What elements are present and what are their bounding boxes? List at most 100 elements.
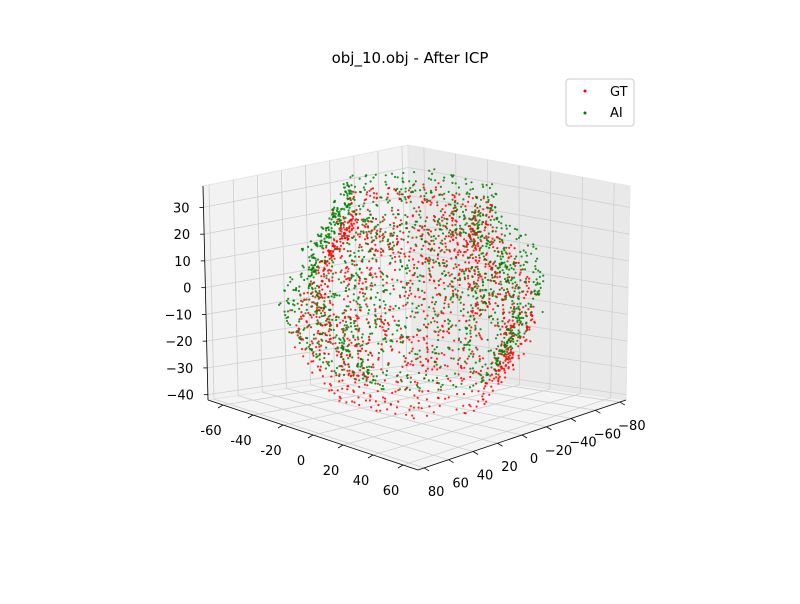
data-point-ai xyxy=(510,267,513,270)
data-point-gt xyxy=(398,255,401,258)
data-point-ai xyxy=(283,310,286,313)
data-point-ai xyxy=(529,305,532,308)
data-point-gt xyxy=(449,311,452,314)
data-point-ai xyxy=(363,255,366,259)
data-point-gt xyxy=(323,275,326,278)
data-point-gt xyxy=(366,266,369,269)
data-point-ai xyxy=(483,257,487,261)
data-point-ai xyxy=(526,244,530,247)
data-point-ai xyxy=(346,206,349,209)
data-point-ai xyxy=(459,340,462,344)
data-point-ai xyxy=(432,218,435,221)
data-point-gt xyxy=(486,367,489,370)
data-point-gt xyxy=(448,274,451,277)
data-point-ai xyxy=(450,212,453,215)
data-point-ai xyxy=(362,205,365,208)
data-point-gt xyxy=(376,390,379,393)
data-point-ai xyxy=(428,260,431,263)
grid-line-y-wall xyxy=(256,175,263,393)
data-point-gt xyxy=(426,348,429,351)
data-point-gt xyxy=(327,272,330,275)
data-point-ai xyxy=(481,308,484,311)
data-point-gt xyxy=(371,354,374,357)
data-point-gt xyxy=(326,269,330,272)
data-point-ai xyxy=(352,299,355,302)
data-point-ai xyxy=(525,322,528,325)
data-point-gt xyxy=(486,304,489,308)
data-point-ai xyxy=(362,220,365,223)
data-point-gt xyxy=(380,315,383,318)
data-point-gt xyxy=(438,246,441,249)
data-point-ai xyxy=(507,339,510,342)
data-point-ai xyxy=(431,296,434,299)
data-point-ai xyxy=(366,219,369,222)
data-point-ai xyxy=(381,237,385,240)
data-point-gt xyxy=(399,327,402,330)
data-point-ai xyxy=(330,360,333,363)
data-point-ai xyxy=(342,217,345,220)
data-point-ai xyxy=(469,367,472,370)
data-point-ai xyxy=(471,355,475,358)
data-point-gt xyxy=(469,240,472,243)
data-point-gt xyxy=(428,405,431,408)
data-point-ai xyxy=(433,320,436,323)
data-point-gt xyxy=(473,272,476,275)
data-point-gt xyxy=(468,285,471,288)
data-point-ai xyxy=(353,251,356,254)
data-point-gt xyxy=(395,237,398,241)
data-point-ai xyxy=(429,273,432,277)
data-point-ai xyxy=(443,287,446,290)
data-point-gt xyxy=(432,261,435,264)
data-point-gt xyxy=(330,370,333,373)
data-point-ai xyxy=(491,317,495,321)
data-point-gt xyxy=(394,390,397,393)
data-point-ai xyxy=(342,338,346,341)
data-point-gt xyxy=(476,261,479,264)
data-point-gt xyxy=(465,245,468,248)
data-point-ai xyxy=(301,247,304,250)
data-point-ai xyxy=(345,349,348,353)
data-point-gt xyxy=(408,250,411,253)
data-point-gt xyxy=(396,381,400,384)
data-point-ai xyxy=(424,317,427,320)
data-point-gt xyxy=(372,192,376,195)
data-point-ai xyxy=(480,313,483,316)
data-point-ai xyxy=(383,235,386,238)
data-point-gt xyxy=(478,256,481,259)
data-point-gt xyxy=(365,231,368,234)
data-point-gt xyxy=(471,227,474,230)
data-point-gt xyxy=(347,363,350,366)
data-point-gt xyxy=(491,226,494,229)
z-tick-label: 20 xyxy=(174,228,191,243)
data-point-gt xyxy=(293,346,296,349)
data-point-ai xyxy=(455,192,458,195)
data-point-ai xyxy=(486,196,489,199)
data-point-ai xyxy=(486,338,489,341)
data-point-gt xyxy=(488,300,491,304)
data-point-gt xyxy=(407,281,410,285)
data-point-gt xyxy=(491,237,494,240)
data-point-ai xyxy=(382,290,385,293)
data-point-ai xyxy=(494,260,497,263)
data-point-ai xyxy=(479,215,482,218)
data-point-ai xyxy=(515,307,518,310)
data-point-ai xyxy=(405,222,408,225)
data-point-gt xyxy=(382,233,385,236)
data-point-gt xyxy=(319,306,323,309)
data-point-ai xyxy=(316,294,319,297)
data-point-gt xyxy=(457,264,460,267)
data-point-gt xyxy=(478,314,481,317)
data-point-gt xyxy=(477,400,480,403)
data-point-gt xyxy=(335,240,338,243)
data-point-gt xyxy=(488,297,491,300)
data-point-ai xyxy=(451,198,454,201)
data-point-gt xyxy=(513,305,516,309)
data-point-ai xyxy=(408,388,411,391)
data-point-ai xyxy=(494,337,498,340)
data-point-gt xyxy=(474,244,477,247)
data-point-ai xyxy=(344,363,347,366)
data-point-gt xyxy=(427,389,430,393)
data-point-gt xyxy=(517,261,520,264)
data-point-gt xyxy=(347,267,350,270)
data-point-gt xyxy=(434,188,437,191)
